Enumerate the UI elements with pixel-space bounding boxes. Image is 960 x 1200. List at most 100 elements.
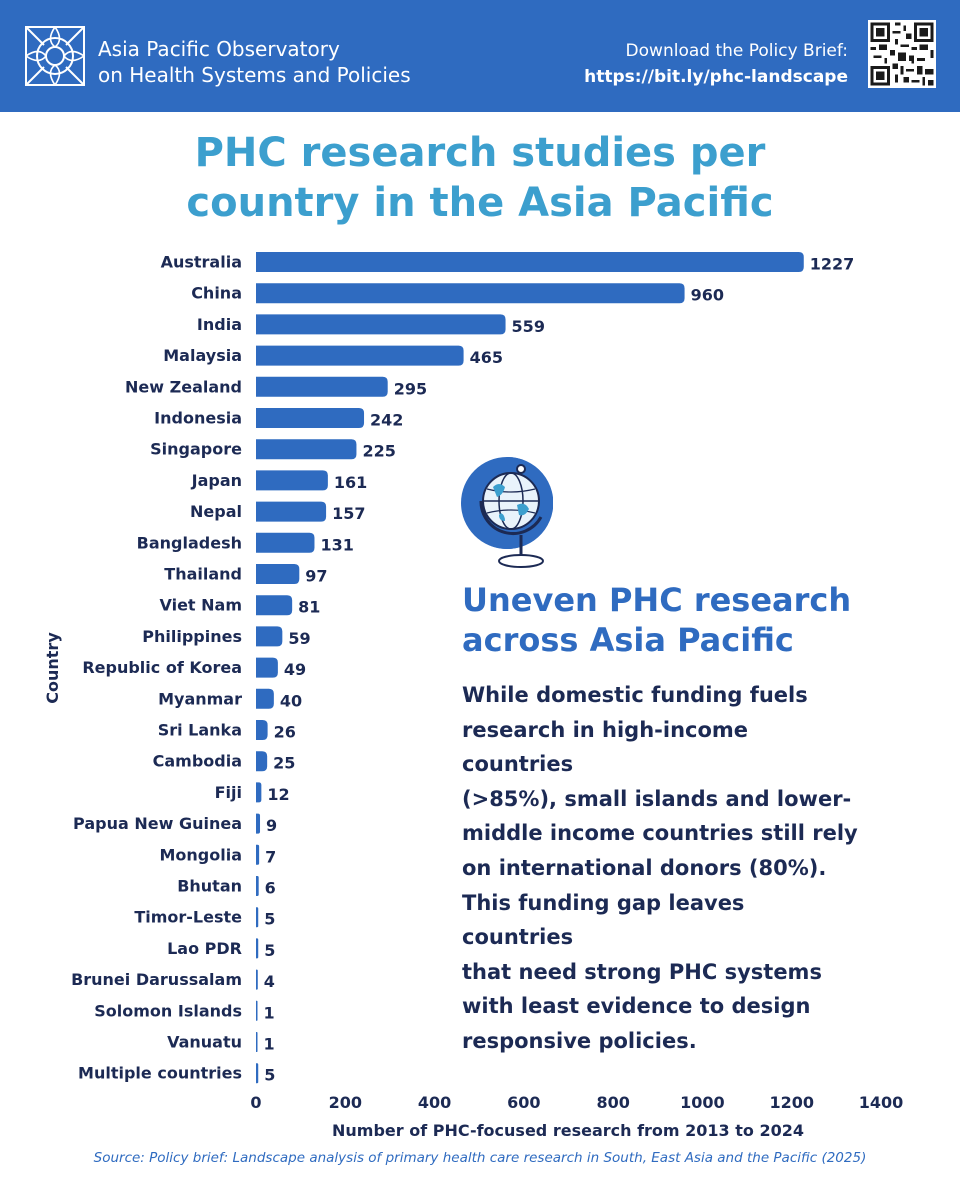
value-label: 4	[264, 972, 275, 991]
category-label: Bangladesh	[137, 533, 242, 552]
category-label: Malaysia	[163, 346, 242, 365]
value-label: 242	[370, 411, 403, 430]
x-tick-label: 600	[507, 1093, 540, 1112]
value-label: 295	[394, 379, 427, 398]
x-axis: 0 200 400 600 800 1000 1200 1400	[250, 1093, 903, 1112]
value-label: 5	[264, 1066, 275, 1085]
value-label: 97	[305, 567, 327, 586]
value-label: 225	[362, 442, 395, 461]
category-label: Fiji	[215, 783, 242, 802]
callout-body-line: (>85%), small islands and lower-	[462, 786, 852, 811]
callout-body-line: responsive policies.	[462, 1028, 697, 1053]
bar	[256, 283, 685, 304]
value-label: 49	[284, 660, 306, 679]
value-label: 1	[264, 1035, 275, 1054]
organization-name: Asia Pacific Observatory on Health Syste…	[98, 36, 411, 88]
value-label: 40	[280, 691, 302, 710]
value-label: 465	[470, 348, 503, 367]
category-label: Brunei Darussalam	[71, 970, 242, 989]
category-label: Sri Lanka	[158, 721, 242, 740]
callout-body-line: middle income countries still rely	[462, 821, 858, 846]
bar	[256, 595, 293, 616]
category-label: Nepal	[190, 502, 242, 521]
bar	[256, 969, 258, 990]
callout-body: While domestic funding fuels research in…	[462, 678, 862, 1059]
bar	[256, 782, 262, 803]
bar	[256, 844, 260, 865]
bar	[256, 657, 278, 678]
bar	[256, 314, 506, 335]
category-label: Mongolia	[159, 845, 242, 864]
category-label: Japan	[191, 471, 242, 490]
bar	[256, 408, 365, 428]
bar	[256, 626, 283, 647]
value-label: 1227	[810, 255, 855, 274]
download-label: Download the Policy Brief:	[625, 41, 848, 61]
category-label: Vanuatu	[167, 1033, 242, 1052]
value-label: 81	[298, 598, 320, 617]
value-label: 960	[691, 286, 724, 305]
chart-title-line2: country in the Asia Pacific	[186, 180, 774, 226]
source-note: Source: Policy brief: Landscape analysis…	[93, 1150, 867, 1166]
header-banner: Asia Pacific Observatory on Health Syste…	[0, 0, 960, 112]
category-label: Republic of Korea	[82, 658, 242, 677]
callout-body-line: This funding gap leaves countries	[462, 890, 745, 950]
x-tick-label: 1200	[769, 1093, 814, 1112]
bar	[256, 907, 259, 928]
category-label: Thailand	[164, 565, 242, 584]
category-label: Papua New Guinea	[73, 814, 242, 833]
callout-title: Uneven PHC research across Asia Pacific	[462, 580, 922, 660]
bar	[256, 720, 268, 740]
value-label: 12	[267, 785, 289, 804]
category-label: Solomon Islands	[94, 1001, 242, 1020]
bar	[256, 470, 328, 491]
qr-code-icon[interactable]	[868, 20, 936, 88]
x-tick-label: 1000	[680, 1093, 725, 1112]
category-label: New Zealand	[125, 377, 242, 396]
callout-body-line: with least evidence to design	[462, 994, 811, 1019]
value-label: 9	[266, 816, 277, 835]
category-label: Singapore	[150, 440, 242, 459]
callout-title-line2: across Asia Pacific	[462, 621, 794, 659]
category-label: Timor-Leste	[134, 908, 242, 927]
value-label: 559	[512, 317, 545, 336]
x-tick-label: 800	[596, 1093, 629, 1112]
category-label: Viet Nam	[159, 596, 242, 615]
bar	[256, 376, 388, 397]
bar	[256, 439, 357, 460]
globe-icon	[461, 457, 553, 568]
organization-name-line2: on Health Systems and Policies	[98, 63, 411, 87]
chart-title-line1: PHC research studies per	[194, 130, 766, 176]
bar	[256, 876, 259, 896]
callout-body-line: research in high-income countries	[462, 717, 749, 777]
value-label: 1	[264, 1003, 275, 1022]
bar	[256, 813, 261, 834]
value-label: 5	[264, 910, 275, 929]
value-label: 5	[264, 941, 275, 960]
category-label: Myanmar	[158, 689, 242, 708]
category-label: China	[191, 284, 242, 303]
bar	[256, 751, 268, 772]
bar	[256, 345, 464, 366]
bar	[256, 938, 259, 959]
callout-title-line1: Uneven PHC research	[462, 581, 852, 619]
download-link[interactable]: https://bit.ly/phc-landscape	[584, 67, 848, 87]
chart-title: PHC research studies per country in the …	[0, 128, 960, 228]
x-tick-label: 1400	[859, 1093, 904, 1112]
category-label: Philippines	[142, 627, 242, 646]
callout-body-line: on international donors (80%).	[462, 855, 827, 880]
value-label: 59	[288, 629, 310, 648]
x-axis-title: Number of PHC-focused research from 2013…	[332, 1121, 804, 1140]
bar	[256, 1000, 258, 1021]
bar	[256, 1032, 258, 1052]
x-tick-label: 400	[418, 1093, 451, 1112]
callout-body-line: While domestic funding fuels	[462, 683, 808, 707]
callout-body-line: that need strong PHC systems	[462, 959, 822, 984]
x-tick-label: 0	[250, 1093, 261, 1112]
category-label: Bhutan	[177, 877, 242, 896]
bar	[256, 1063, 259, 1084]
observatory-logo-icon	[25, 26, 85, 86]
category-label: India	[197, 315, 242, 334]
